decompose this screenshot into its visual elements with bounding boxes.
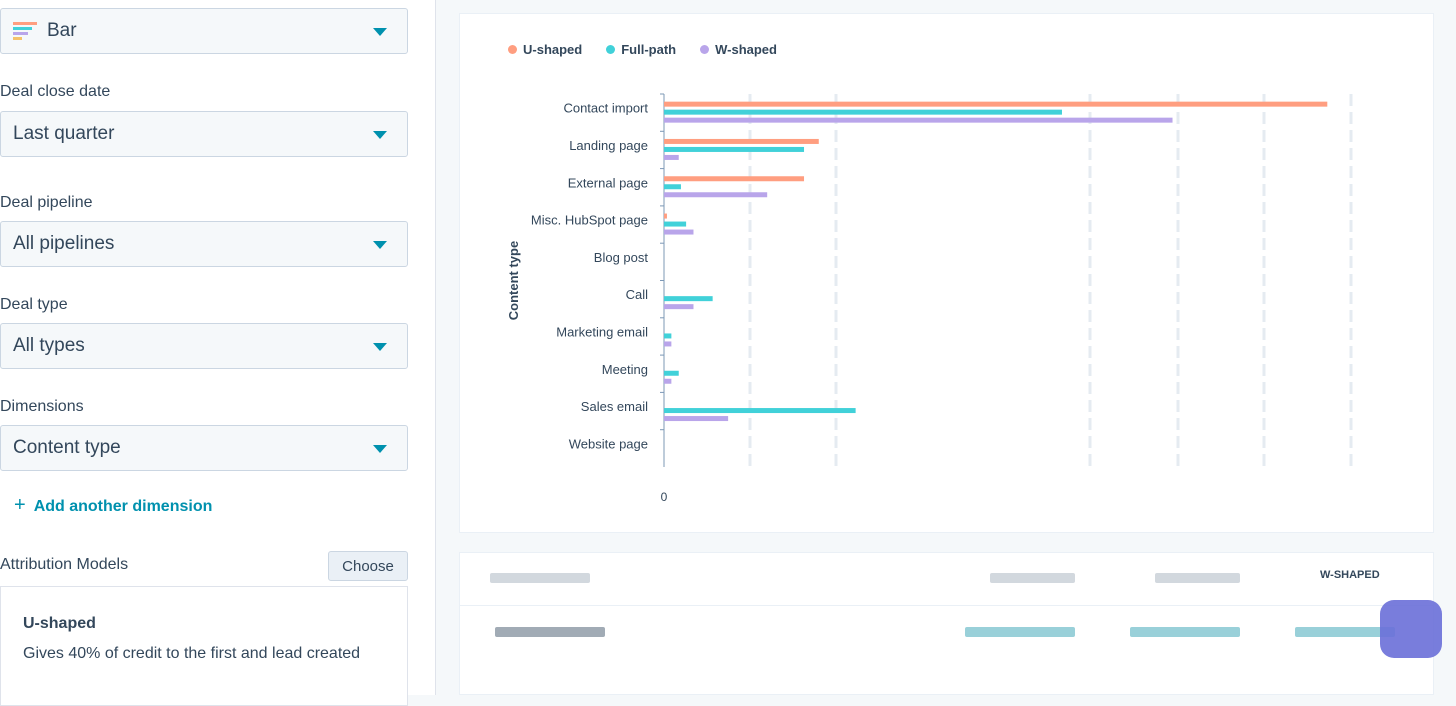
plus-icon: + — [14, 494, 26, 516]
bar-w-shaped — [664, 341, 672, 347]
deal-type-select[interactable]: All types — [0, 323, 408, 369]
bar-w-shaped — [664, 378, 672, 384]
model-description: Gives 40% of credit to the first and lea… — [23, 645, 361, 662]
deal-pipeline-select[interactable]: All pipelines — [0, 221, 408, 267]
data-table: W-SHAPED — [459, 552, 1434, 695]
table-cell — [495, 627, 605, 637]
chart-legend: U-shaped Full-path W-shaped — [508, 42, 777, 57]
bar-u-shaped — [664, 213, 667, 219]
chart-card: U-shaped Full-path W-shaped Contact impo… — [459, 13, 1434, 533]
category-label: Contact import — [563, 101, 648, 116]
category-label: Call — [626, 287, 649, 302]
legend-dot-icon — [606, 45, 616, 54]
filter-label: Deal type — [0, 296, 68, 313]
row-divider — [460, 605, 1433, 606]
dimension-select[interactable]: Content type — [0, 425, 408, 471]
legend-label: W-shaped — [715, 42, 777, 57]
bar-full-path — [664, 109, 1062, 115]
bar-full-path — [664, 408, 856, 414]
bar-w-shaped — [664, 192, 768, 198]
add-dimension-link[interactable]: + Add another dimension — [14, 494, 212, 517]
legend-dot-icon — [700, 45, 710, 54]
legend-item[interactable]: Full-path — [606, 42, 676, 57]
select-value: Last quarter — [13, 123, 115, 144]
chevron-down-icon — [373, 445, 387, 453]
bar-full-path — [664, 184, 681, 190]
filter-label: Deal close date — [0, 83, 111, 100]
bar-full-path — [664, 221, 687, 227]
model-name: U-shaped — [23, 615, 96, 632]
table-cell-link[interactable] — [1130, 627, 1240, 637]
bar-u-shaped — [664, 176, 805, 182]
chevron-down-icon — [373, 343, 387, 351]
bar-u-shaped — [664, 138, 819, 144]
bar-full-path — [664, 370, 679, 376]
legend-dot-icon — [508, 45, 517, 54]
category-label: Blog post — [594, 250, 649, 265]
bar-w-shaped — [664, 416, 729, 422]
legend-label: U-shaped — [523, 42, 583, 57]
legend-label: Full-path — [621, 42, 677, 57]
select-value: Content type — [13, 437, 121, 458]
choose-button[interactable]: Choose — [328, 551, 408, 581]
legend-item[interactable]: U-shaped — [508, 42, 582, 57]
chevron-down-icon — [373, 28, 387, 36]
y-axis-title: Content type — [506, 241, 521, 320]
bar-full-path — [664, 296, 713, 302]
chevron-down-icon — [373, 131, 387, 139]
bar-w-shaped — [664, 117, 1173, 123]
deal-close-date-select[interactable]: Last quarter — [0, 111, 408, 157]
column-header[interactable] — [490, 573, 590, 583]
category-label: Landing page — [569, 138, 648, 153]
bar-chart-icon — [13, 22, 37, 40]
x-tick-label: 0 — [661, 490, 668, 504]
table-cell-link[interactable] — [965, 627, 1075, 637]
category-label: Meeting — [602, 362, 648, 377]
attribution-model-card: U-shaped Gives 40% of credit to the firs… — [0, 586, 408, 706]
bar-w-shaped — [664, 154, 679, 160]
bar-u-shaped — [664, 101, 1328, 107]
chat-button[interactable] — [1380, 600, 1442, 658]
select-value: All types — [13, 335, 85, 356]
category-label: Sales email — [581, 399, 648, 414]
table-cell-link[interactable] — [1295, 627, 1395, 637]
category-label: External page — [568, 175, 648, 190]
bar-full-path — [664, 146, 805, 152]
attribution-models-label: Attribution Models — [0, 556, 129, 573]
bar-w-shaped — [664, 229, 694, 235]
legend-item[interactable]: W-shaped — [700, 42, 777, 57]
bar-w-shaped — [664, 304, 694, 310]
filter-label: Deal pipeline — [0, 194, 93, 211]
column-header[interactable] — [1155, 573, 1240, 583]
bar-full-path — [664, 333, 672, 339]
category-label: Website page — [569, 436, 648, 451]
chevron-down-icon — [373, 241, 387, 249]
bar-chart: Contact import Landing page External page M… — [506, 93, 1353, 504]
column-header-w-shaped[interactable]: W-SHAPED — [1320, 569, 1380, 581]
category-label: Marketing email — [556, 324, 648, 339]
select-value: All pipelines — [13, 233, 115, 254]
add-dimension-label: Add another dimension — [33, 498, 213, 515]
filter-label: Dimensions — [0, 398, 84, 415]
chart-type-value: Bar — [47, 20, 77, 41]
column-header[interactable] — [990, 573, 1075, 583]
report-settings-panel: Bar Deal close date Last quarter Deal pi… — [0, 0, 436, 706]
category-label: Misc. HubSpot page — [531, 213, 648, 228]
chart-type-select[interactable]: Bar — [0, 8, 408, 54]
